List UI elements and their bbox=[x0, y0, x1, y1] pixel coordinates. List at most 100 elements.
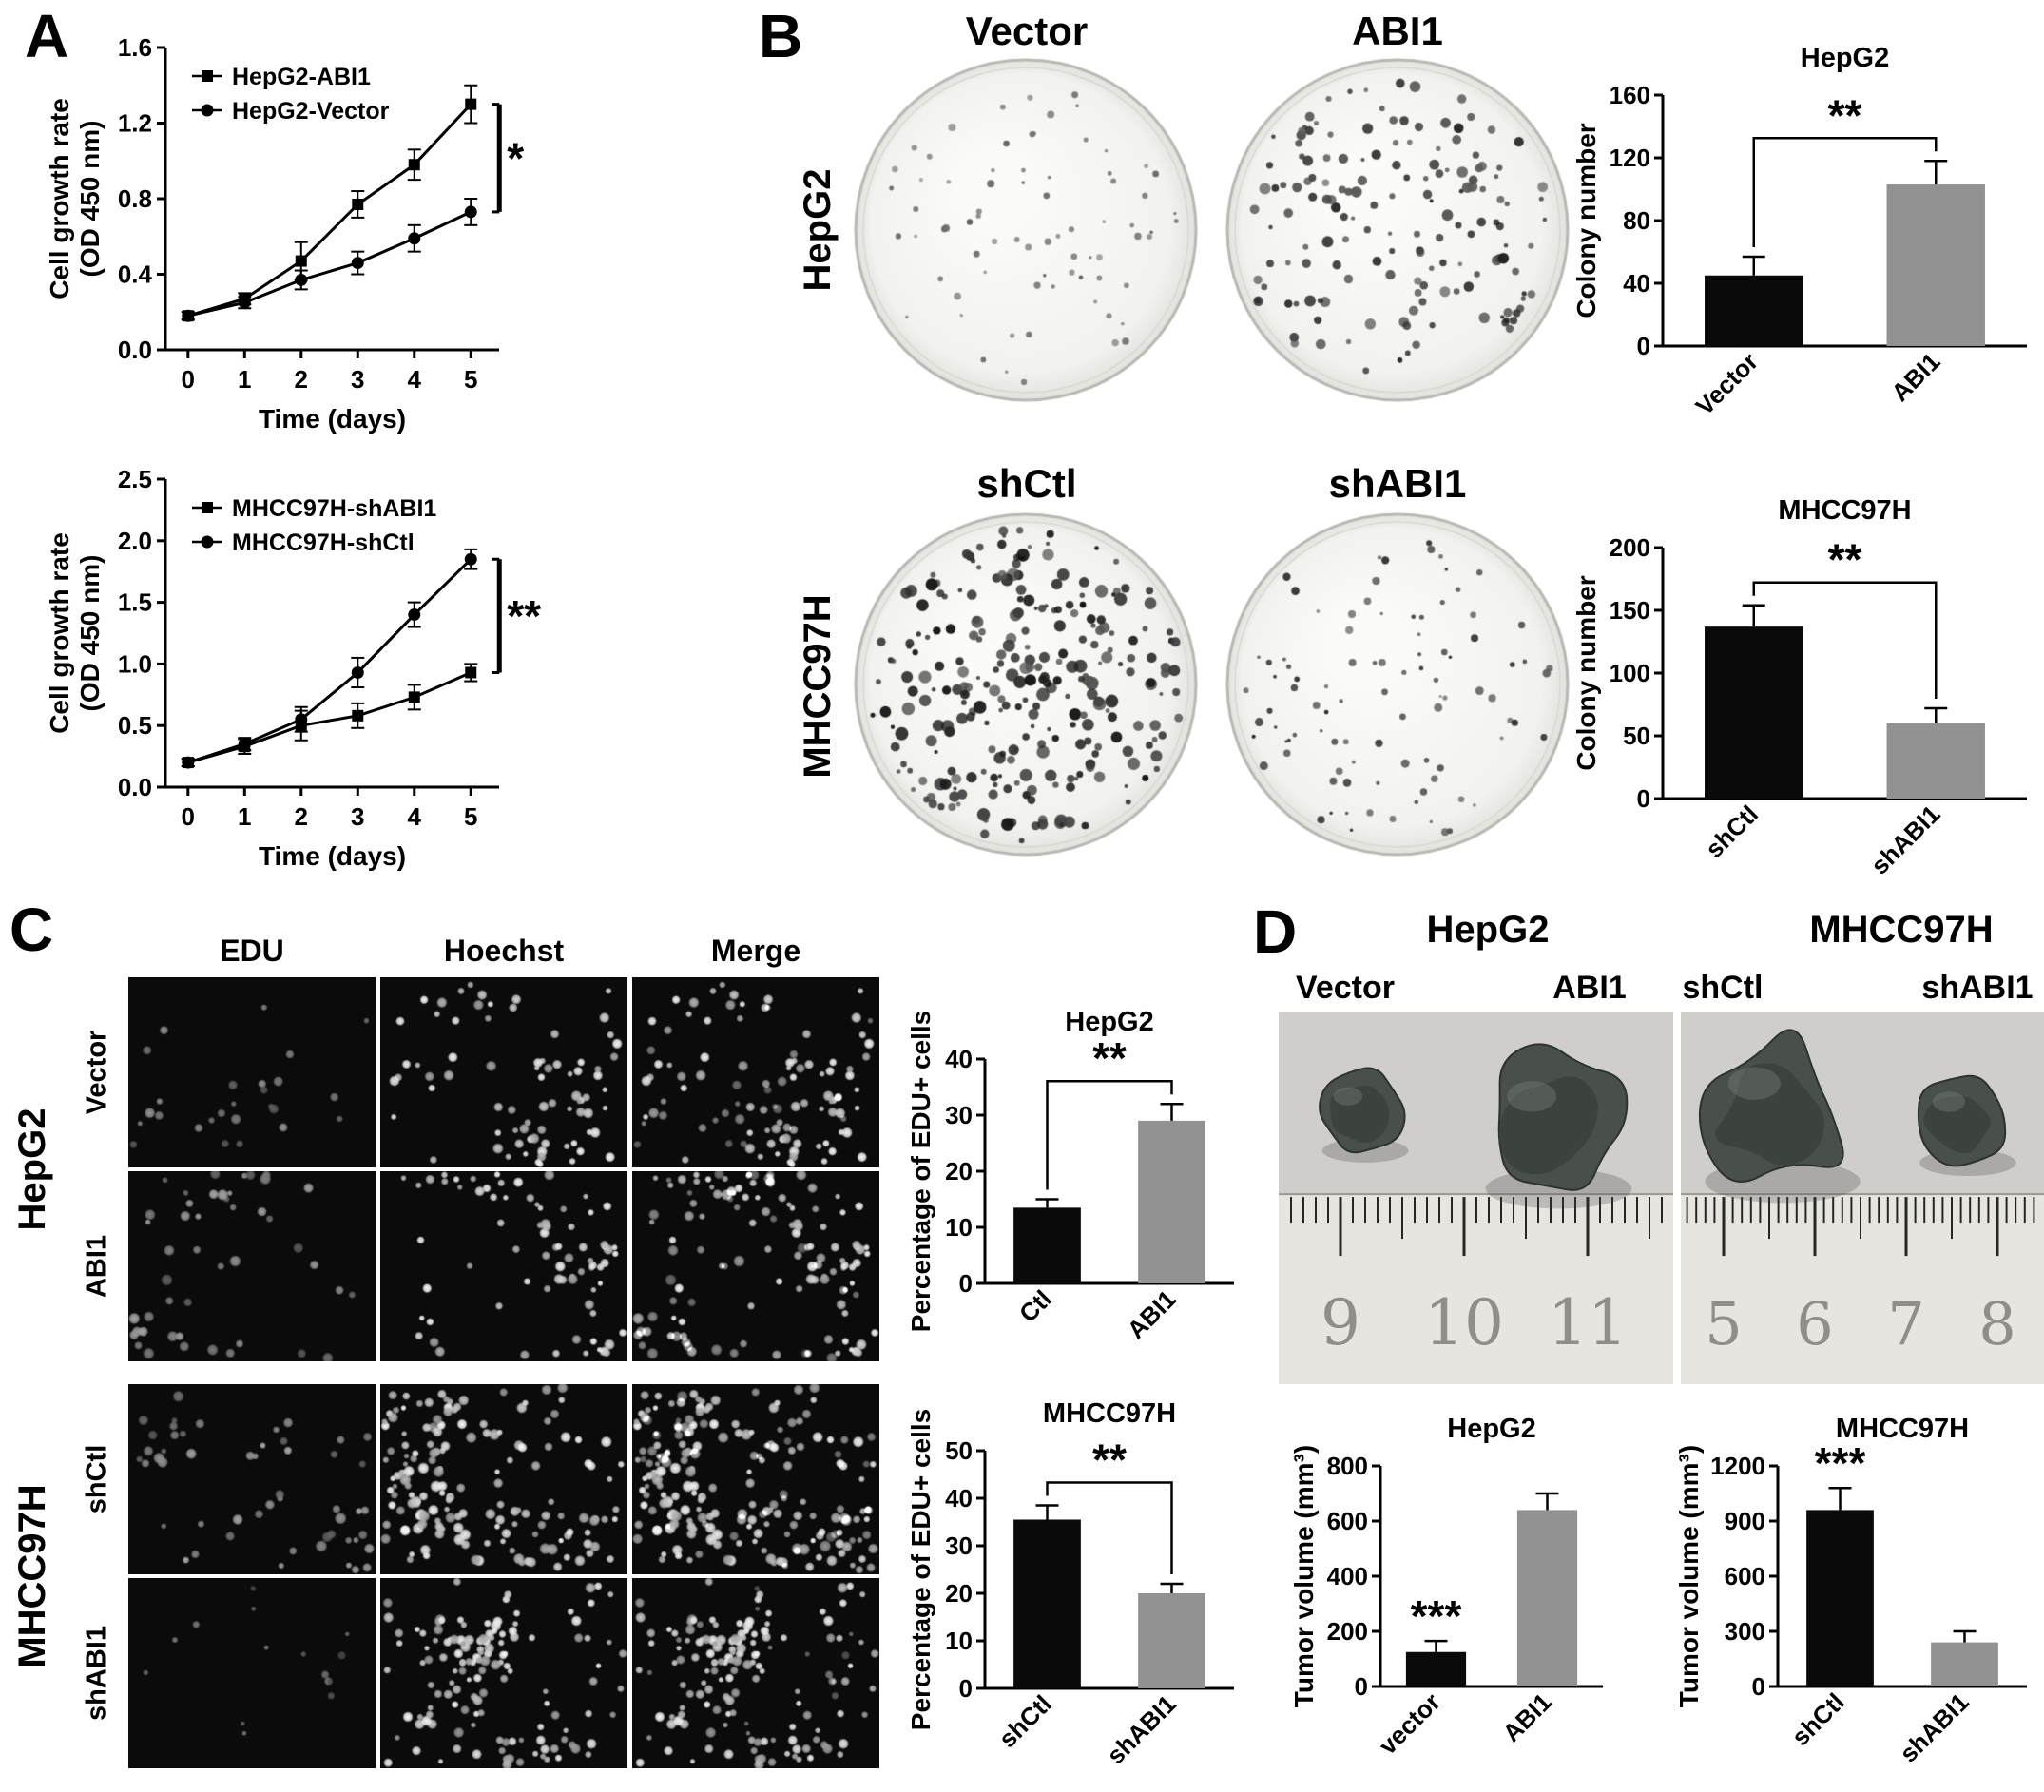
b_mhcc-plot: MHCC97H 0 50 100 150 200 Colony number shCtl shA… bbox=[1572, 495, 2027, 880]
tick-text: 1.5 bbox=[118, 588, 152, 617]
tick-text: 2 bbox=[295, 365, 308, 394]
tick-text: 5 bbox=[464, 365, 477, 394]
tumor-sub-label-shabi1: shABI1 bbox=[1921, 970, 2034, 1006]
axes bbox=[164, 48, 499, 352]
circle-marker bbox=[295, 273, 308, 286]
bar-label-Vector: Vector bbox=[1690, 347, 1764, 420]
tick-text: 0 bbox=[182, 365, 195, 394]
dish-header-vector: Vector bbox=[965, 9, 1089, 53]
bar-label-shCtl: shCtl bbox=[993, 1689, 1057, 1753]
sig-bracket bbox=[1046, 1079, 1173, 1190]
tick-text: 0 bbox=[959, 1269, 973, 1298]
y-axis-label: Tumor volume (mm³) bbox=[1674, 1445, 1704, 1707]
micro-mhcc97h-shabi1-edu bbox=[128, 1578, 376, 1768]
micro-group-label-hepg2: HepG2 bbox=[11, 1108, 53, 1231]
bar-label-ABI1: ABI1 bbox=[1497, 1687, 1557, 1747]
bar-label-ABI1: ABI1 bbox=[1885, 347, 1945, 407]
tick-text: 100 bbox=[1610, 659, 1650, 687]
tick-text: 10 bbox=[945, 1213, 973, 1242]
tick-text: 0 bbox=[1752, 1672, 1765, 1701]
square-marker bbox=[295, 255, 307, 267]
colony-bar-chart-hepg2: HepG2 0 40 80 120 160 Colony number Vector ABI1 *… bbox=[1571, 34, 2040, 437]
micro-hepg2-abi1-hoechst bbox=[380, 1171, 627, 1361]
micro-mhcc97h-shabi1-hoechst bbox=[380, 1578, 627, 1768]
tick-text: 200 bbox=[1327, 1617, 1368, 1646]
bar-shCtl bbox=[1013, 1519, 1081, 1688]
tick-text: 3 bbox=[351, 802, 364, 831]
tick-text: 1.0 bbox=[118, 649, 152, 678]
tick-text: 4 bbox=[408, 365, 422, 394]
ruler-number: 10 bbox=[1424, 1286, 1504, 1359]
colony-dish-mhcc97h-shctl bbox=[851, 510, 1201, 859]
legend-text: HepG2-Vector bbox=[232, 98, 390, 125]
tick-text: 300 bbox=[1725, 1617, 1765, 1646]
colony-bar-chart-mhcc97h: MHCC97H 0 50 100 150 200 Colony number shCtl shA… bbox=[1571, 487, 2040, 890]
circle-marker bbox=[201, 104, 214, 117]
y-axis-label: Percentage of EDU+ cells bbox=[906, 1409, 935, 1730]
tick-text: 0.0 bbox=[118, 773, 152, 801]
sig-text: ** bbox=[1828, 90, 1862, 140]
micro-mhcc97h-shabi1-merge bbox=[632, 1578, 879, 1768]
ruler-number: 8 bbox=[1978, 1289, 2015, 1358]
tick-text: 2.5 bbox=[118, 465, 152, 493]
circle-marker bbox=[238, 738, 251, 751]
tick-text: 1.2 bbox=[118, 109, 152, 138]
tumor-volume-chart-mhcc97h: MHCC97H 0 300 600 900 1200 Tumor volume (mm³) s… bbox=[1673, 1405, 2040, 1778]
micro-hepg2-abi1-merge bbox=[632, 1171, 879, 1361]
c_hepg2-plot: HepG2 0 10 20 30 40 Percentage of EDU+ cells Ct… bbox=[906, 1007, 1234, 1344]
bar-label-vector: vector bbox=[1373, 1687, 1445, 1760]
circle-marker bbox=[351, 665, 364, 679]
tick-text: 0 bbox=[1355, 1672, 1368, 1701]
tick-text: 2 bbox=[295, 802, 308, 831]
tick-text: 3 bbox=[351, 365, 364, 394]
micro-row-label-shctl: shCtl bbox=[81, 1444, 112, 1514]
tick-text: 30 bbox=[945, 1532, 973, 1560]
ruler-number: 6 bbox=[1796, 1289, 1833, 1358]
tick-text: 400 bbox=[1327, 1562, 1368, 1590]
ruler-number: 11 bbox=[1548, 1286, 1628, 1359]
sig-bracket bbox=[1752, 581, 1938, 699]
micro-hepg2-abi1-edu bbox=[128, 1171, 376, 1361]
chart-title-text: HepG2 bbox=[1447, 1414, 1535, 1444]
sig-text: *** bbox=[1411, 1591, 1462, 1641]
bar-label-ABI1: ABI1 bbox=[1122, 1284, 1182, 1344]
sig-text: *** bbox=[1815, 1438, 1866, 1488]
bar-shCtl bbox=[1806, 1510, 1874, 1686]
tick-text: 0.4 bbox=[118, 260, 153, 289]
ruler-number: 5 bbox=[1705, 1289, 1742, 1358]
tick-text: 40 bbox=[945, 1045, 973, 1073]
legend-text: MHCC97H-shCtl bbox=[232, 530, 415, 556]
bar-Vector bbox=[1705, 275, 1803, 346]
tick-text: 1 bbox=[238, 365, 251, 394]
tick-text: 0 bbox=[1637, 332, 1650, 360]
circle-marker bbox=[408, 608, 421, 622]
circle-marker bbox=[182, 756, 195, 769]
legend-text: HepG2-ABI1 bbox=[232, 64, 371, 90]
tick-text: 1200 bbox=[1710, 1452, 1765, 1480]
circle-marker bbox=[201, 535, 214, 549]
bar-label-shABI1: shABI1 bbox=[1865, 800, 1946, 880]
series-MHCC97H-shABI1 bbox=[187, 671, 472, 764]
axis-label-text: Time (days) bbox=[259, 841, 406, 871]
chart-title-text: MHCC97H bbox=[1778, 495, 1911, 526]
tick-text: 10 bbox=[945, 1627, 973, 1655]
sig-bracket bbox=[1752, 137, 1938, 247]
bar-label-shCtl: shCtl bbox=[1700, 800, 1764, 863]
micro-row-label-shabi1: shABI1 bbox=[81, 1626, 112, 1721]
dish-header-shabi1: shABI1 bbox=[1328, 461, 1467, 506]
c_mhcc-plot: MHCC97H 0 10 20 30 40 50 Percentage of EDU+ cel… bbox=[906, 1398, 1234, 1770]
square-marker bbox=[408, 159, 420, 171]
bar-ABI1 bbox=[1138, 1120, 1205, 1283]
tumor-sub-label-shctl: shCtl bbox=[1682, 970, 1764, 1006]
y-axis-label: Percentage of EDU+ cells bbox=[906, 1011, 935, 1332]
growth-line-chart-mhcc97h: 0.0 0.5 1.0 1.5 2.0 2.5 0 1 2 3 4 5 Time (days) Cell … bbox=[40, 464, 558, 880]
micro-hepg2-vector-edu bbox=[128, 977, 376, 1167]
tick-text: 20 bbox=[945, 1157, 973, 1185]
bar-shCtl bbox=[1705, 626, 1803, 799]
ruler-number: 7 bbox=[1887, 1289, 1924, 1358]
micro-mhcc97h-shctl-hoechst bbox=[380, 1384, 627, 1574]
y-axis-label: Tumor volume (mm³) bbox=[1289, 1445, 1319, 1707]
axis-label-text: Time (days) bbox=[259, 404, 406, 434]
tick-text: 600 bbox=[1725, 1562, 1765, 1590]
